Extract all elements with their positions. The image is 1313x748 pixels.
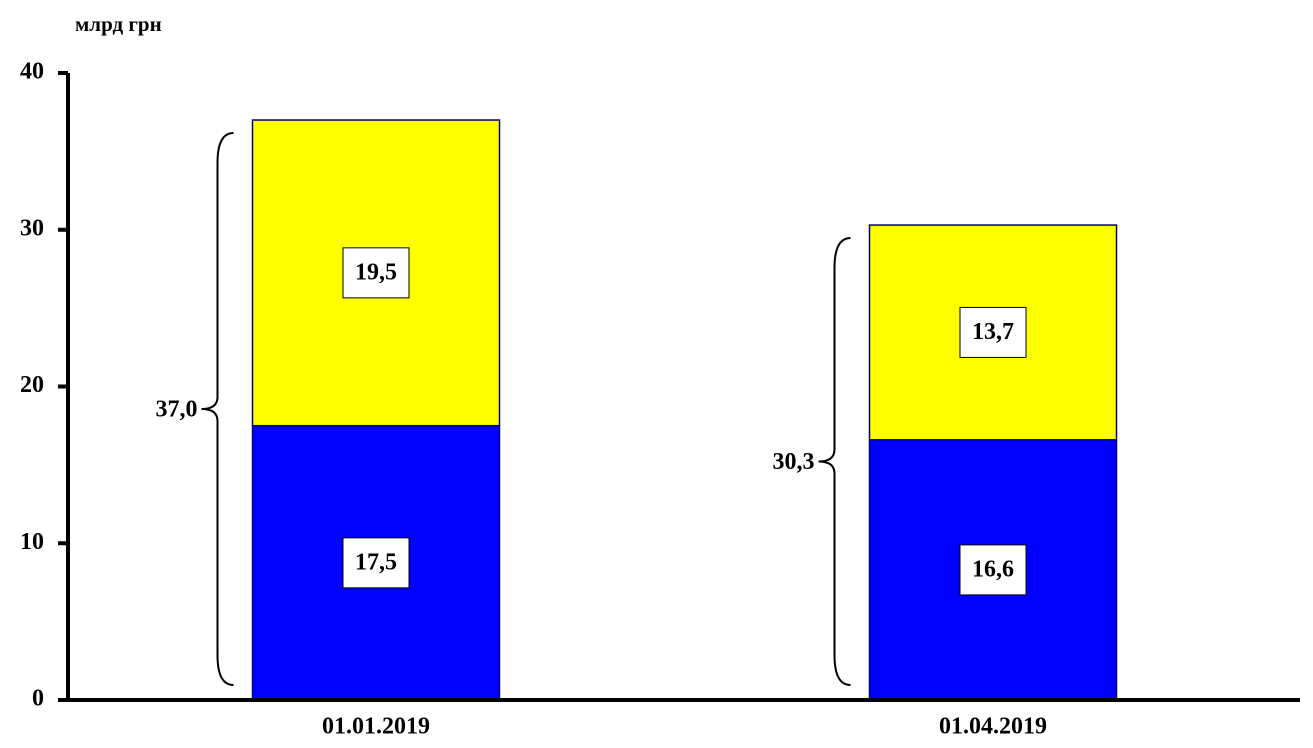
value-label: 16,6 [972, 556, 1014, 582]
x-tick-label: 01.01.2019 [322, 714, 430, 740]
y-axis-label: млрд грн [75, 12, 162, 36]
y-tick-label: 40 [20, 59, 44, 85]
y-tick-label: 20 [20, 372, 44, 398]
value-label: 13,7 [972, 319, 1014, 345]
value-label-box [959, 544, 1027, 596]
value-label: 17,5 [355, 549, 397, 575]
y-tick-label: 10 [20, 529, 44, 555]
total-brace [818, 237, 851, 686]
y-tick-label: 30 [20, 215, 44, 241]
total-label: 30,3 [773, 449, 815, 475]
value-label-box [959, 306, 1027, 358]
x-tick-label: 01.04.2019 [939, 714, 1047, 740]
value-label-box [342, 247, 410, 299]
value-label: 19,5 [355, 259, 397, 285]
value-label-box [342, 537, 410, 589]
total-brace [201, 132, 234, 686]
total-label: 37,0 [156, 397, 198, 423]
y-tick-label: 0 [32, 686, 44, 712]
